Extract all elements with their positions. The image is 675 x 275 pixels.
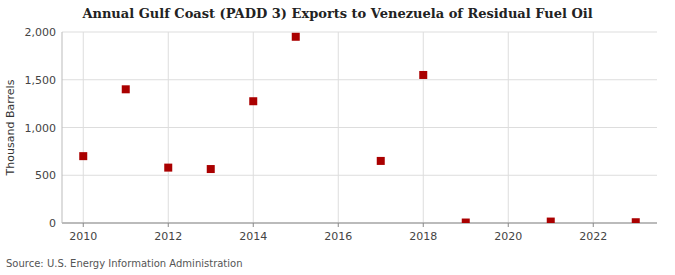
y-grid-line: [62, 32, 657, 33]
point: [122, 85, 130, 93]
x-grid-line: [338, 32, 339, 223]
grid: [62, 32, 657, 223]
y-grid-line: [62, 79, 657, 80]
chart: Annual Gulf Coast (PADD 3) Exports to Ve…: [0, 0, 675, 275]
point: [249, 97, 257, 105]
x-tick-label: 2016: [324, 230, 352, 243]
y-tick-label: 0: [49, 217, 56, 230]
x-grid-line: [83, 32, 84, 223]
y-tick-label: 2,000: [25, 26, 57, 39]
y-tick-label: 1,500: [25, 74, 57, 87]
x-tick-label: 2020: [494, 230, 522, 243]
y-axis-label: Thousand Barrels: [4, 79, 17, 176]
x-tick: [508, 223, 509, 227]
x-grid-line: [593, 32, 594, 223]
x-tick-label: 2010: [69, 230, 97, 243]
x-tick: [83, 223, 84, 227]
y-tick-label: 1,000: [25, 122, 57, 135]
point: [462, 219, 470, 223]
x-tick: [338, 223, 339, 227]
y-grid-line: [62, 175, 657, 176]
x-tick-label: 2012: [154, 230, 182, 243]
y-grid-line: [62, 223, 657, 224]
point: [547, 218, 555, 223]
x-grid-line: [253, 32, 254, 223]
point: [377, 157, 385, 165]
y-axis-line: [62, 32, 63, 223]
source-note: Source: U.S. Energy Information Administ…: [6, 258, 243, 269]
x-tick-label: 2022: [579, 230, 607, 243]
y-tick-label: 500: [35, 169, 56, 182]
point: [292, 33, 300, 41]
x-grid-line: [508, 32, 509, 223]
x-tick: [168, 223, 169, 227]
x-tick: [253, 223, 254, 227]
title: Annual Gulf Coast (PADD 3) Exports to Ve…: [81, 6, 592, 21]
point: [164, 164, 172, 172]
y-grid-line: [62, 127, 657, 128]
x-tick: [423, 223, 424, 227]
point: [207, 165, 215, 173]
x-grid-line: [423, 32, 424, 223]
x-tick-label: 2018: [409, 230, 437, 243]
point: [632, 218, 640, 223]
point: [79, 152, 87, 160]
x-grid-line: [168, 32, 169, 223]
x-tick: [593, 223, 594, 227]
points: [79, 33, 640, 223]
point: [419, 71, 427, 79]
x-axis-line: [62, 223, 657, 224]
x-tick-label: 2014: [239, 230, 267, 243]
